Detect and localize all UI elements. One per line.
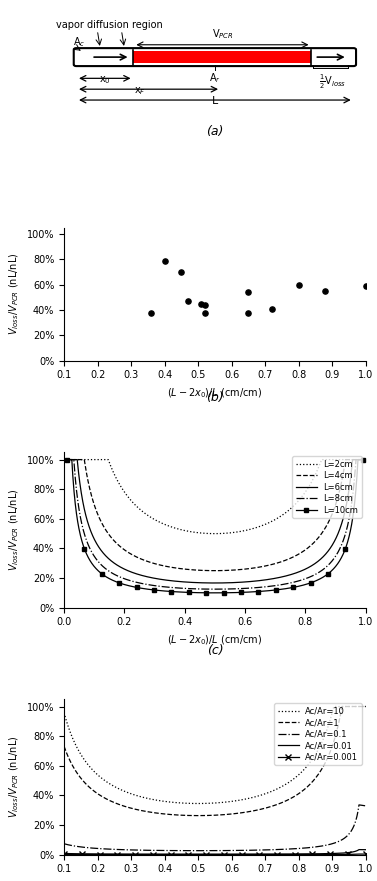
Text: (a): (a)	[206, 125, 224, 138]
Point	[269, 301, 275, 315]
Point	[245, 285, 251, 300]
X-axis label: $(L-2x_0)/L$ (cm/cm): $(L-2x_0)/L$ (cm/cm)	[167, 386, 262, 400]
Legend: L=2cm, L=4cm, L=6cm, L=8cm, L=10cm: L=2cm, L=4cm, L=6cm, L=8cm, L=10cm	[293, 456, 362, 518]
Text: V$_{PCR}$: V$_{PCR}$	[211, 27, 233, 41]
Point	[202, 306, 208, 320]
Point	[185, 294, 191, 308]
Point	[245, 306, 251, 320]
Text: (c): (c)	[207, 644, 223, 657]
Text: L: L	[212, 96, 218, 107]
Point	[202, 298, 208, 312]
Text: vapor diffusion region: vapor diffusion region	[56, 20, 163, 30]
Point	[148, 306, 154, 320]
Point	[198, 297, 204, 311]
Bar	[133, 51, 311, 63]
X-axis label: $(L-2x_0)/L$ (cm/cm): $(L-2x_0)/L$ (cm/cm)	[167, 880, 262, 881]
Legend: Ac/Ar=10, Ac/Ar=1, Ac/Ar=0.1, Ac/Ar=0.01, Ac/Ar=0.001: Ac/Ar=10, Ac/Ar=1, Ac/Ar=0.1, Ac/Ar=0.01…	[274, 703, 362, 765]
Text: x$_F$: x$_F$	[133, 85, 146, 97]
Point	[322, 284, 328, 298]
FancyBboxPatch shape	[74, 48, 356, 66]
Text: x$_0$: x$_0$	[99, 75, 111, 86]
Text: A$_r$: A$_r$	[209, 71, 221, 85]
Text: A$_c$: A$_c$	[73, 35, 86, 48]
Point	[296, 278, 302, 292]
Y-axis label: $V_{loss}/V_{PCR}$ (nL/nL): $V_{loss}/V_{PCR}$ (nL/nL)	[8, 736, 21, 818]
Point	[363, 279, 369, 293]
Point	[178, 265, 184, 279]
Y-axis label: $V_{loss}/V_{PCR}$ (nL/nL): $V_{loss}/V_{PCR}$ (nL/nL)	[8, 489, 21, 571]
Y-axis label: $V_{loss}/V_{PCR}$ (nL/nL): $V_{loss}/V_{PCR}$ (nL/nL)	[8, 253, 21, 336]
X-axis label: $(L-2x_0)/L$ (cm/cm): $(L-2x_0)/L$ (cm/cm)	[167, 633, 262, 647]
Text: $\frac{1}{2}$V$_{loss}$: $\frac{1}{2}$V$_{loss}$	[319, 73, 346, 91]
Point	[162, 254, 168, 268]
Text: (b): (b)	[206, 391, 224, 403]
